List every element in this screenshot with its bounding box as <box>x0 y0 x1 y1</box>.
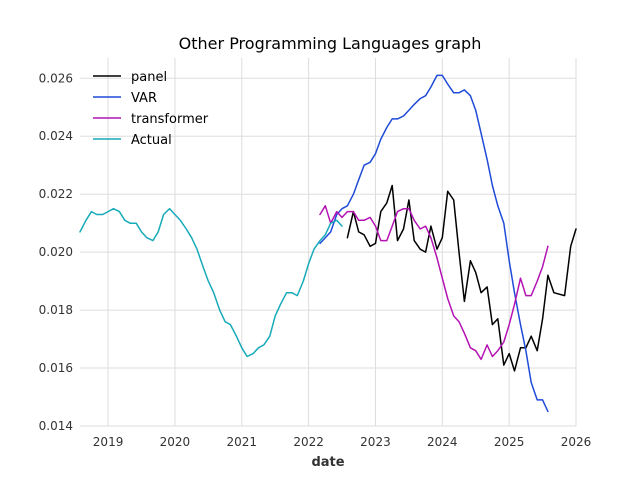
series-lines <box>79 74 577 413</box>
y-tick-label: 0.016 <box>39 361 73 375</box>
legend-label-actual: Actual <box>131 133 172 148</box>
x-tick-label: 2021 <box>226 435 257 449</box>
legend-label-var: VAR <box>131 91 157 106</box>
y-tick-label: 0.024 <box>39 129 73 143</box>
x-tick-label: 2024 <box>427 435 458 449</box>
y-tick-label: 0.018 <box>39 303 73 317</box>
legend-label-transformer: transformer <box>131 112 209 127</box>
x-axis-label: date <box>311 455 344 470</box>
y-tick-label: 0.014 <box>39 419 73 433</box>
x-tick-label: 2020 <box>160 435 191 449</box>
series-line-transformer <box>319 205 549 361</box>
series-line-var <box>319 74 549 413</box>
y-tick-label: 0.022 <box>39 187 73 201</box>
y-tick-label: 0.026 <box>39 71 73 85</box>
chart-title: Other Programming Languages graph <box>179 34 482 53</box>
x-tick-label: 2025 <box>494 435 525 449</box>
series-line-panel <box>346 184 577 372</box>
y-tick-label: 0.020 <box>39 245 73 259</box>
x-axis-ticks: 2019 2020 2021 2022 2023 2024 2025 2026 <box>93 435 591 449</box>
x-tick-label: 2026 <box>561 435 592 449</box>
x-tick-label: 2022 <box>293 435 324 449</box>
x-tick-label: 2023 <box>360 435 391 449</box>
y-axis-ticks: 0.014 0.016 0.018 0.020 0.022 0.024 0.026 <box>39 71 73 433</box>
x-tick-label: 2019 <box>93 435 124 449</box>
series-line-actual <box>79 207 343 358</box>
legend-label-panel: panel <box>131 70 167 85</box>
legend: panel VAR transformer Actual <box>93 70 209 148</box>
